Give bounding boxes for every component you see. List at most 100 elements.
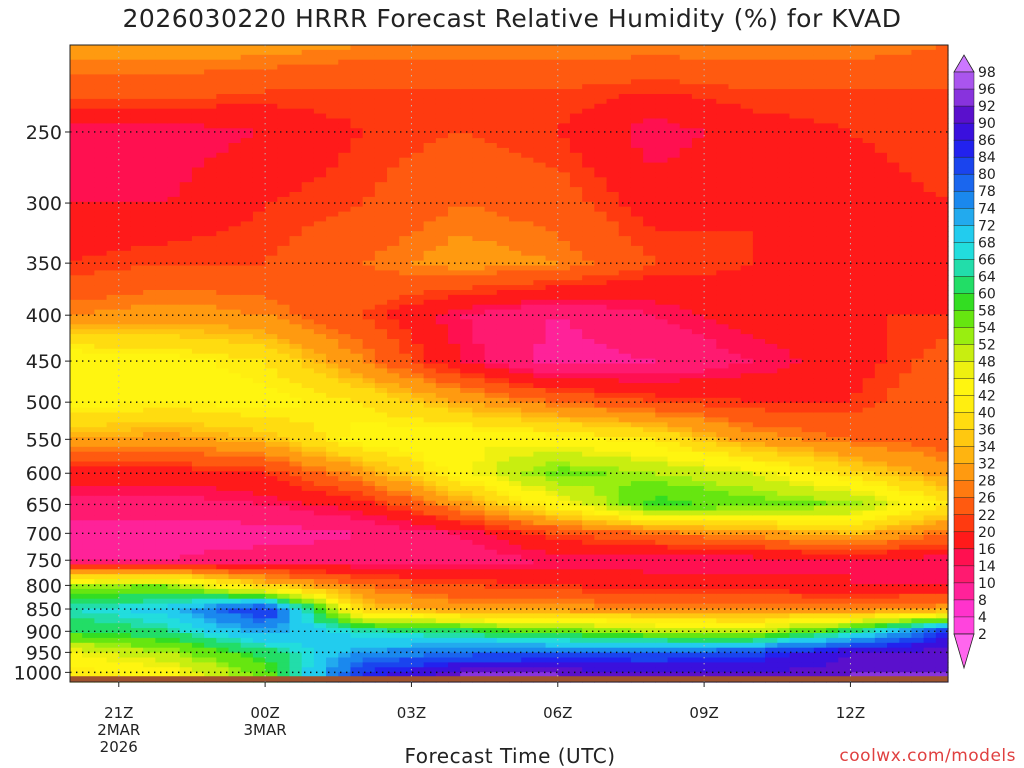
rh-cell [82, 647, 95, 654]
rh-cell [191, 143, 205, 149]
rh-cell [338, 486, 352, 492]
rh-cell [179, 530, 193, 536]
rh-cell [301, 637, 315, 644]
rh-cell [155, 623, 169, 629]
rh-cell [94, 427, 108, 433]
rh-cell [509, 461, 522, 467]
rh-cell [496, 128, 510, 134]
rh-cell [130, 69, 144, 75]
rh-cell [350, 662, 364, 668]
rh-cell [179, 221, 193, 227]
rh-cell [472, 250, 486, 257]
rh-cell [313, 236, 327, 242]
rh-cell [435, 143, 449, 149]
rh-cell [448, 152, 461, 159]
rh-cell [143, 103, 156, 110]
rh-cell [240, 574, 254, 580]
rh-cell [265, 304, 278, 311]
rh-cell [252, 515, 266, 521]
rh-cell [496, 613, 510, 619]
rh-cell [228, 226, 242, 232]
rh-cell [387, 329, 400, 335]
rh-cell [411, 118, 425, 124]
rh-cell [191, 402, 205, 409]
rh-cell [179, 241, 193, 247]
rh-cell [204, 495, 217, 502]
rh-cell [460, 588, 474, 595]
rh-cell [82, 201, 95, 208]
rh-cell [204, 471, 217, 477]
rh-cell [216, 74, 230, 80]
rh-cell [204, 432, 217, 438]
rh-cell [106, 618, 120, 624]
rh-cell [143, 539, 156, 546]
rh-cell [204, 138, 217, 144]
rh-cell [350, 348, 364, 355]
rh-cell [350, 628, 364, 634]
rh-cell [387, 525, 400, 531]
rh-cell [387, 549, 400, 556]
rh-cell [70, 456, 83, 463]
rh-cell [460, 613, 474, 619]
rh-cell [118, 108, 132, 115]
rh-cell [240, 412, 254, 418]
rh-cell [216, 157, 230, 164]
rh-cell [179, 392, 193, 399]
rh-cell [204, 94, 217, 100]
rh-cell [496, 584, 510, 590]
rh-cell [313, 647, 327, 654]
rh-cell [472, 672, 486, 678]
rh-cell [191, 510, 205, 516]
rh-cell [228, 388, 242, 394]
rh-cell [155, 49, 169, 56]
rh-cell [143, 45, 156, 51]
rh-cell [228, 613, 242, 619]
rh-cell [460, 353, 474, 360]
rh-cell [70, 378, 83, 384]
rh-cell [338, 637, 352, 644]
rh-cell [448, 535, 461, 541]
rh-cell [484, 476, 498, 482]
rh-cell [155, 608, 169, 614]
rh-cell [191, 588, 205, 595]
rh-cell [106, 334, 120, 340]
rh-cell [143, 530, 156, 536]
rh-cell [167, 108, 181, 115]
rh-cell [448, 495, 461, 502]
rh-cell [167, 554, 181, 561]
rh-cell [252, 152, 266, 159]
rh-cell [423, 535, 437, 541]
rh-cell [496, 231, 510, 237]
rh-cell [362, 446, 376, 453]
rh-cell [301, 290, 315, 296]
rh-cell [289, 520, 303, 526]
rh-cell [301, 147, 315, 154]
rh-cell [277, 319, 291, 325]
rh-cell [460, 657, 474, 663]
rh-cell [143, 285, 156, 291]
rh-cell [265, 250, 278, 257]
rh-cell [387, 216, 400, 222]
rh-cell [533, 152, 547, 159]
rh-cell [399, 535, 413, 541]
rh-cell [94, 383, 108, 389]
rh-cell [277, 535, 291, 541]
rh-cell [179, 461, 193, 467]
rh-cell [399, 559, 413, 565]
rh-cell [204, 343, 217, 350]
rh-cell [70, 343, 83, 350]
rh-cell [301, 206, 315, 213]
rh-cell [143, 329, 156, 335]
rh-cell [265, 515, 278, 521]
rh-cell [509, 657, 522, 663]
rh-cell [399, 265, 413, 271]
rh-cell [411, 613, 425, 619]
rh-cell [106, 201, 120, 208]
rh-cell [155, 441, 169, 448]
rh-cell [326, 461, 339, 467]
rh-cell [94, 319, 108, 325]
rh-cell [472, 206, 486, 213]
rh-cell [82, 216, 95, 222]
rh-cell [399, 309, 413, 316]
rh-cell [70, 59, 83, 66]
